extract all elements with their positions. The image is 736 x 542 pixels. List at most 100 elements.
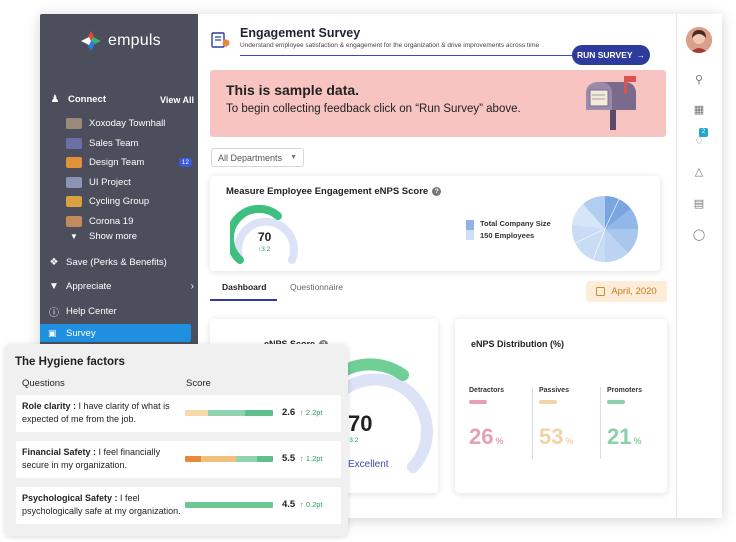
hygiene-delta: ↑ 0.2pt [300, 500, 323, 509]
user-avatar[interactable] [686, 27, 712, 53]
score-bar-segment [185, 410, 208, 416]
distribution-label: Detractors [469, 387, 505, 394]
channel-icon [66, 137, 82, 149]
score-bar-segment [200, 456, 237, 462]
enps-summary-title-text: Measure Employee Engagement eNPS Score [226, 186, 429, 197]
score-column-header: Score [186, 378, 211, 389]
show-more-label: Show more [89, 231, 138, 242]
brand-name: empuls [108, 32, 161, 49]
hygiene-score: 4.5 [282, 499, 296, 510]
sidebar-channel-item[interactable]: Cycling Group [66, 192, 194, 212]
sidebar-channel-item[interactable]: Xoxoday Townhall [66, 114, 194, 134]
tab-questionnaire[interactable]: Questionnaire [290, 282, 343, 292]
unread-count-badge: 12 [178, 158, 192, 168]
hygiene-question-text: I feel financially secure in my organiza… [22, 447, 161, 470]
score-bar-segment [236, 456, 258, 462]
sidebar-channel-item[interactable]: Corona 19 [66, 212, 194, 232]
distribution-label: Promoters [607, 387, 643, 394]
department-select[interactable]: All Departments ▼ [211, 148, 304, 167]
connect-section-header[interactable]: ♟ Connect View All [48, 94, 194, 105]
legend-swatch [466, 220, 474, 240]
sidebar-item-help-center[interactable]: ⓘ Help Center [48, 304, 194, 319]
gift-icon[interactable]: △ [694, 166, 704, 178]
questions-column-header: Questions [22, 378, 65, 389]
score-bar-segment [244, 410, 273, 416]
banner-title: This is sample data. [226, 82, 360, 98]
contacts-icon[interactable]: ▦ [693, 104, 705, 116]
clipboard-icon[interactable]: ▤ [693, 198, 705, 210]
date-filter-button[interactable]: April, 2020 [586, 281, 667, 302]
department-select-value: All Departments [218, 152, 283, 163]
distribution-unit: % [495, 436, 504, 446]
page-title: Engagement Survey [240, 26, 361, 40]
run-survey-button[interactable]: RUN SURVEY → [572, 45, 650, 65]
sidebar-channel-item[interactable]: UI Project [66, 173, 194, 193]
enps-score-delta: ↑3.2 [346, 437, 359, 444]
arrow-right-icon: → [636, 50, 646, 60]
enps-distribution-card: eNPS Distribution (%) Detractors 26% Passi… [455, 319, 667, 493]
hygiene-row[interactable]: Role clarity : I have clarity of what is… [16, 395, 341, 432]
tab-dashboard[interactable]: Dashboard [222, 282, 267, 292]
hygiene-question-text: I feel psychologically safe at my organi… [22, 493, 181, 516]
distribution-detractors: Detractors 26% [469, 387, 533, 450]
enps-summary-title: Measure Employee Engagement eNPS Score ? [226, 186, 442, 197]
sidebar-item-label: Help Center [66, 306, 117, 317]
help-tooltip-icon[interactable]: ? [432, 187, 442, 196]
sidebar-item-save[interactable]: ❖ Save (Perks & Benefits) [48, 257, 194, 268]
distribution-value: 21% [607, 424, 671, 450]
tag-icon: ❖ [49, 257, 59, 268]
date-filter-label: April, 2020 [611, 286, 657, 297]
score-bar-segment [185, 502, 273, 508]
hygiene-factor-name: Psychological Safety : [22, 493, 118, 503]
distribution-divider [600, 387, 601, 459]
hygiene-factor-name: Financial Safety : [22, 447, 97, 457]
channel-icon [66, 118, 82, 130]
hygiene-row[interactable]: Psychological Safety : I feel psychologi… [16, 487, 341, 524]
score-bar-segment [207, 410, 245, 416]
show-more-button[interactable]: ▼ Show more [66, 231, 194, 242]
distribution-percent: 21 [607, 424, 632, 449]
search-icon[interactable]: ⚲ [694, 74, 704, 86]
legend-text: Total Company Size 150 Employees [480, 218, 551, 242]
channel-icon [66, 176, 82, 188]
distribution-value: 53% [539, 424, 603, 450]
score-bar-segment [257, 456, 273, 462]
channel-label: UI Project [89, 176, 131, 188]
hygiene-score: 2.6 [282, 407, 296, 418]
sidebar-channel-item[interactable]: Design Team 12 [66, 153, 194, 173]
distribution-unit: % [565, 436, 574, 446]
dashboard-tabs: Dashboard Questionnaire [210, 282, 670, 304]
hygiene-delta: ↑ 2.2pt [300, 408, 323, 417]
hygiene-question: Financial Safety : I feel financially se… [22, 446, 184, 472]
calendar-icon [596, 287, 606, 296]
trophy-icon: ▼ [49, 281, 59, 292]
view-all-link[interactable]: View All [159, 94, 194, 105]
channel-icon [66, 215, 82, 227]
hygiene-score: 5.5 [282, 453, 296, 464]
distribution-percent: 53 [539, 424, 564, 449]
sidebar-item-label: Appreciate [66, 281, 112, 292]
channel-list: Xoxoday Townhall Sales Team Design Team 12 U… [66, 114, 194, 242]
chat-icon[interactable]: ◯ [692, 229, 706, 241]
distribution-passives: Passives 53% [539, 387, 603, 450]
hygiene-row[interactable]: Financial Safety : I feel financially se… [16, 441, 341, 478]
sidebar-item-survey[interactable]: ▣ Survey [40, 324, 191, 342]
distribution-color-pill [607, 400, 625, 404]
enps-summary-card: Measure Employee Engagement eNPS Score ?… [210, 176, 660, 271]
run-survey-label: RUN SURVEY [576, 50, 633, 60]
distribution-divider [532, 387, 533, 459]
enps-mini-gauge [230, 204, 298, 264]
distribution-color-pill [469, 400, 487, 404]
channel-label: Xoxoday Townhall [89, 118, 166, 130]
sidebar-channel-item[interactable]: Sales Team [66, 134, 194, 154]
app-window: empuls ♟ Connect View All Xoxoday Townha… [40, 14, 722, 518]
notification-badge: 2 [699, 128, 708, 137]
chevron-right-icon: › [190, 281, 194, 292]
sidebar-item-appreciate[interactable]: ▼ Appreciate › [48, 281, 194, 292]
brand-logo[interactable]: empuls [80, 30, 161, 52]
legend-line-1: Total Company Size [480, 219, 551, 228]
hygiene-question: Role clarity : I have clarity of what is… [22, 400, 184, 426]
bell-icon[interactable]: ♢ [694, 135, 704, 147]
survey-header-icon [210, 30, 232, 50]
channel-icon [66, 196, 82, 208]
